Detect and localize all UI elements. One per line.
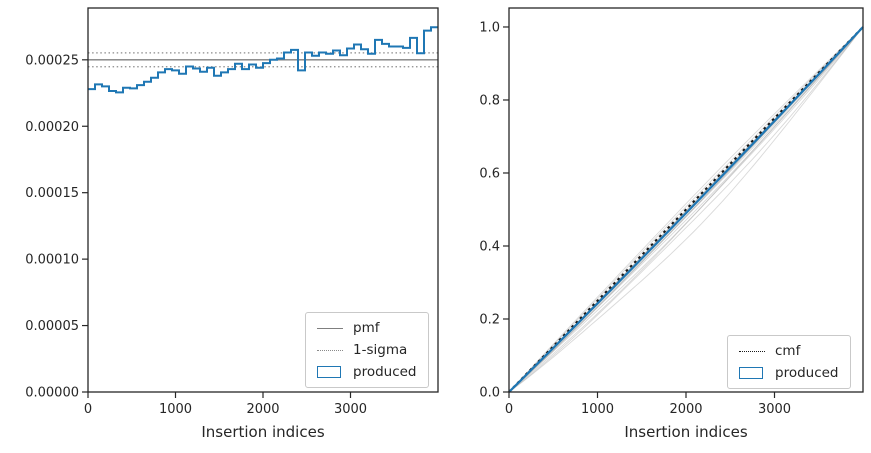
left-x-axis-label: Insertion indices <box>201 423 325 441</box>
swatch-wrap <box>317 327 345 329</box>
y-tick-label: 0.0 <box>479 386 500 401</box>
sample-line <box>508 26 864 393</box>
produced-step-line <box>88 26 438 94</box>
sample-line <box>508 26 864 393</box>
y-tick-label: 0.00020 <box>25 120 79 135</box>
sigma-line-swatch <box>317 349 343 351</box>
legend-item-cmf: cmf <box>739 343 839 359</box>
legend-label-1-sigma: 1-sigma <box>353 342 408 358</box>
right-x-axis-label: Insertion indices <box>624 423 748 441</box>
y-tick-label: 0.00010 <box>25 253 79 268</box>
cmf-line-swatch <box>739 350 765 352</box>
swatch-wrap <box>317 366 345 378</box>
produced-rect-swatch <box>739 367 763 379</box>
sample-line <box>508 26 864 393</box>
y-tick-label: 0.00015 <box>25 186 79 201</box>
y-tick-label: 0.2 <box>479 312 500 327</box>
legend-label-produced: produced <box>775 365 839 381</box>
legend-label-cmf: cmf <box>775 343 801 359</box>
swatch-wrap <box>317 349 345 351</box>
x-tick-label: 2000 <box>669 402 702 417</box>
y-tick-label: 1.0 <box>479 20 500 35</box>
swatch-wrap <box>739 367 767 379</box>
y-tick-label: 0.00000 <box>25 386 79 401</box>
swatch-wrap <box>739 350 767 352</box>
y-tick-label: 0.6 <box>479 166 500 181</box>
legend-label-produced: produced <box>353 364 417 380</box>
x-tick-label: 3000 <box>334 402 367 417</box>
x-tick-label: 2000 <box>246 402 279 417</box>
left-legend: pmf 1-sigma produced <box>305 312 429 388</box>
x-tick-label: 1000 <box>581 402 614 417</box>
y-tick-label: 0.8 <box>479 93 500 108</box>
sample-line <box>508 26 864 393</box>
right-legend: cmf produced <box>727 335 851 389</box>
cmf-line <box>508 26 864 393</box>
y-tick-label: 0.4 <box>479 239 500 254</box>
x-tick-label: 0 <box>84 402 92 417</box>
x-tick-label: 0 <box>505 402 513 417</box>
sample-line <box>508 26 864 393</box>
legend-item-produced: produced <box>317 364 417 380</box>
x-tick-label: 1000 <box>159 402 192 417</box>
legend-label-pmf: pmf <box>353 320 380 336</box>
legend-item-1-sigma: 1-sigma <box>317 342 417 358</box>
y-tick-label: 0.00025 <box>25 53 79 68</box>
produced-rect-swatch <box>317 366 341 378</box>
pmf-line-swatch <box>317 327 343 329</box>
legend-item-produced: produced <box>739 365 839 381</box>
sample-line <box>508 26 864 393</box>
produced-line <box>508 26 864 393</box>
legend-item-pmf: pmf <box>317 320 417 336</box>
sample-line <box>508 26 864 393</box>
x-tick-label: 3000 <box>758 402 791 417</box>
y-tick-label: 0.00005 <box>25 319 79 334</box>
sample-line <box>508 26 864 393</box>
